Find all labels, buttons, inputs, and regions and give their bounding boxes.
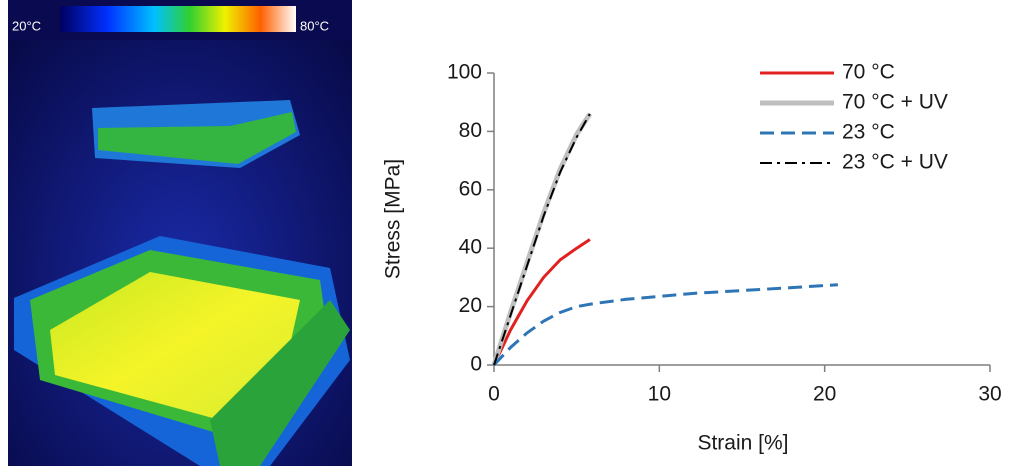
series-line <box>491 112 592 366</box>
y-tick-label: 100 <box>447 61 482 84</box>
hot-zone <box>50 272 300 420</box>
legend-label: 23 °C <box>842 121 895 144</box>
legend-label: 70 °C <box>842 61 895 84</box>
x-tick-label: 10 <box>648 383 671 406</box>
colorbar-max-label: 80°C <box>300 18 329 33</box>
x-tick-label: 0 <box>488 383 500 406</box>
x-axis-label: Strain [%] <box>697 432 788 455</box>
y-tick-label: 60 <box>459 177 482 200</box>
y-axis-label: Stress [MPa] <box>382 159 405 279</box>
colorbar <box>60 6 296 32</box>
series-line <box>492 283 838 367</box>
x-tick-label: 30 <box>978 383 1001 406</box>
x-tick-label: 20 <box>813 383 836 406</box>
y-tick-label: 20 <box>459 294 482 317</box>
series-line <box>493 113 591 366</box>
y-tick-label: 40 <box>459 236 482 259</box>
y-tick-label: 80 <box>459 119 482 142</box>
thermal-image: 20°C 80°C <box>8 0 352 466</box>
legend-label: 23 °C + UV <box>842 151 948 174</box>
y-tick-label: 0 <box>470 353 482 376</box>
rail <box>210 300 350 466</box>
chart: Strain [%] Stress [MPa] 0 20 40 60 80 100 0 10 2… <box>382 61 1002 455</box>
colorbar-min-label: 20°C <box>12 18 41 33</box>
legend-label: 70 °C + UV <box>842 91 948 114</box>
series-line <box>492 238 591 366</box>
upper-part-warm <box>98 112 296 164</box>
